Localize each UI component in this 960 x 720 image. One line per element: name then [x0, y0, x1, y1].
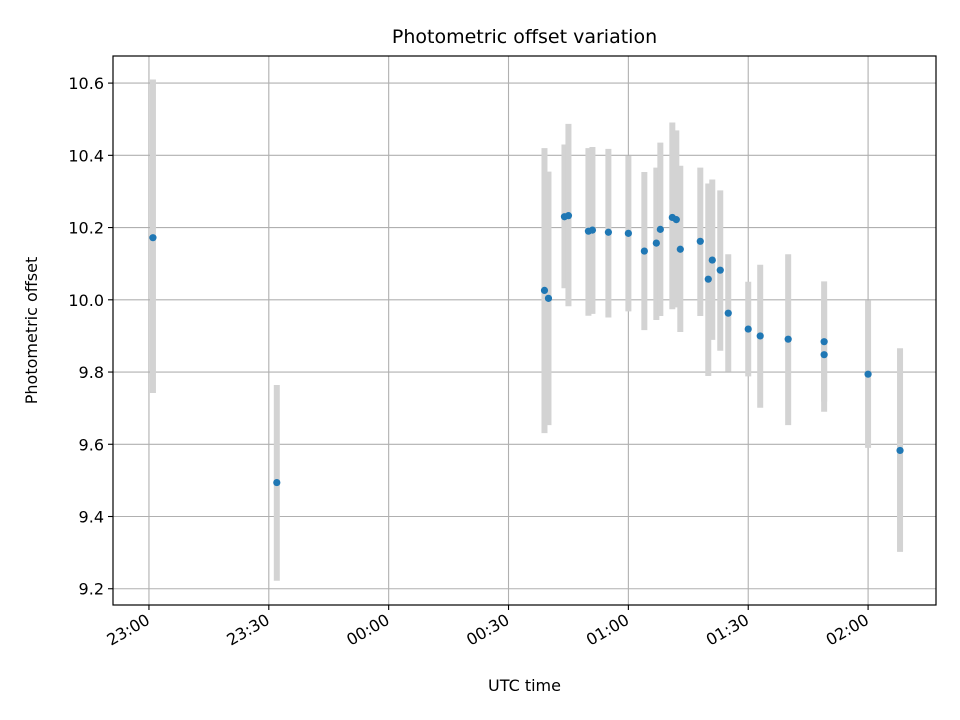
data-point — [588, 226, 597, 234]
y-tick-label: 10.2 — [68, 219, 104, 238]
y-tick-label: 9.6 — [79, 435, 104, 454]
y-tick-label: 9.8 — [79, 363, 104, 382]
data-point — [716, 266, 724, 274]
data-point — [624, 229, 632, 237]
data-point — [564, 212, 573, 220]
data-point — [273, 478, 281, 487]
data-point — [756, 332, 764, 340]
data-point — [652, 239, 660, 247]
y-tick-label: 9.2 — [79, 580, 104, 599]
chart-title: Photometric offset variation — [392, 26, 657, 48]
data-point — [640, 247, 648, 255]
y-tick-label: 10.0 — [68, 291, 104, 310]
grid-lines — [113, 56, 936, 605]
data-point — [744, 325, 752, 333]
data-point — [540, 286, 549, 295]
data-point — [149, 234, 157, 242]
x-axis-label: UTC time — [488, 676, 561, 695]
data-point — [672, 216, 680, 224]
data-point — [704, 275, 712, 283]
data-point — [784, 335, 792, 343]
data-point — [656, 225, 664, 233]
data-point — [544, 294, 553, 302]
data-point — [676, 245, 684, 253]
y-axis: 9.2 9.4 9.6 9.8 10.0 10.2 10.4 10.6 — [68, 74, 113, 599]
data-point — [724, 309, 732, 317]
y-tick-label: 10.6 — [68, 74, 104, 93]
data-point — [896, 446, 904, 455]
y-axis-label: Photometric offset — [22, 257, 41, 405]
data-point — [604, 228, 612, 236]
data-points — [149, 212, 904, 487]
data-point — [820, 338, 828, 346]
data-point — [864, 370, 872, 378]
y-tick-label: 9.4 — [79, 508, 104, 527]
y-tick-label: 10.4 — [68, 146, 104, 165]
data-point — [820, 351, 828, 359]
data-point — [708, 256, 716, 264]
plot-frame — [112, 55, 937, 606]
data-point — [696, 237, 704, 245]
